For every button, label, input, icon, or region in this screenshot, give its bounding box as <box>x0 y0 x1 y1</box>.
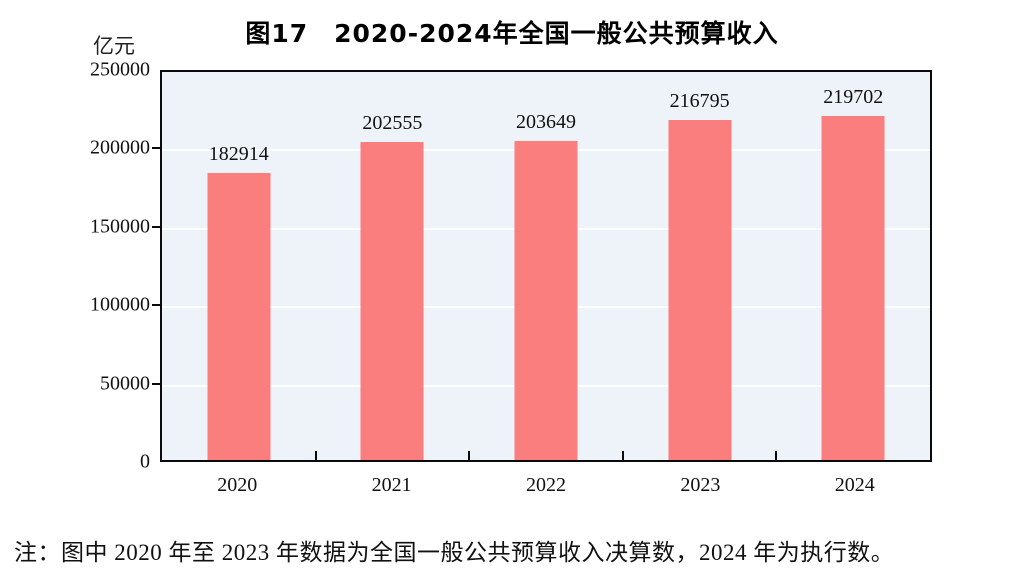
bar-2023 <box>668 120 732 460</box>
chart-title: 图17 2020-2024年全国一般公共预算收入 <box>245 19 779 48</box>
y-tick-mark <box>152 225 160 228</box>
bar-2021 <box>360 142 424 460</box>
y-tick-mark <box>152 147 160 150</box>
x-axis-tick <box>468 451 471 460</box>
x-category-label-2022: 2022 <box>526 474 566 496</box>
bar-value-label: 216795 <box>669 90 730 113</box>
y-tick-label: 100000 <box>90 293 150 316</box>
y-tick-mark <box>152 382 160 385</box>
bar-value-label: 219702 <box>823 85 884 108</box>
y-tick-label: 150000 <box>90 215 150 238</box>
bar-value-label: 182914 <box>208 143 269 166</box>
x-axis-tick <box>775 451 778 460</box>
plot-area: 182914 202555 203649 216795 219702 <box>160 70 932 462</box>
y-tick-label: 0 <box>140 450 150 473</box>
chart-footnote: 注：图中 2020 年至 2023 年数据为全国一般公共预算收入决算数，2024… <box>14 540 895 565</box>
x-category-label-2021: 2021 <box>371 474 412 496</box>
x-axis-tick <box>314 451 317 460</box>
x-category-label-2023: 2023 <box>680 474 721 496</box>
bar-value-label: 203649 <box>516 110 576 133</box>
x-category-label-2020: 2020 <box>217 474 258 496</box>
y-tick-label: 50000 <box>100 372 150 395</box>
y-tick-mark <box>152 304 160 307</box>
y-tick-label: 200000 <box>90 136 150 159</box>
y-axis-unit-label: 亿元 <box>93 34 135 58</box>
x-category-label-2024: 2024 <box>834 474 875 496</box>
y-tick-label: 250000 <box>90 58 150 81</box>
bar-2024 <box>821 115 885 460</box>
bar-2022 <box>514 140 578 460</box>
bar-2020 <box>207 173 271 460</box>
bar-value-label: 202555 <box>362 112 423 135</box>
x-axis-tick <box>621 451 624 460</box>
